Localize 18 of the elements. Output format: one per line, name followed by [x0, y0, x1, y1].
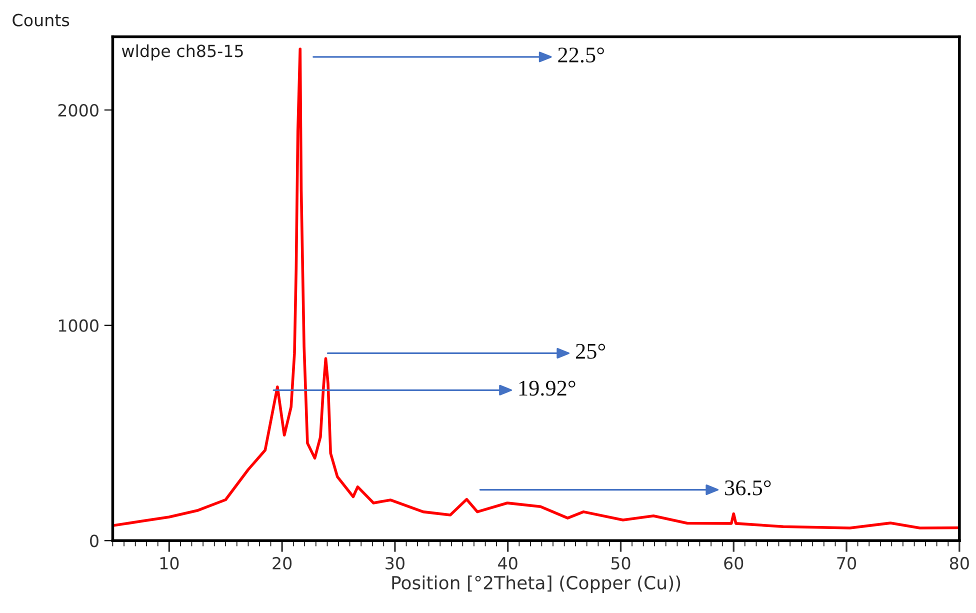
x-tick-label: 60 — [724, 556, 744, 570]
annotation: 36.5° — [725, 480, 771, 496]
x-tick-label: 30 — [386, 556, 404, 570]
x-tick-label: 10 — [160, 556, 179, 570]
x-axis-title: Position [°2Theta] (Copper (Cu)) — [392, 576, 680, 594]
y-tick-label: 2000 — [58, 104, 98, 117]
annotation: 25° — [576, 344, 606, 359]
y-axis-title: Counts — [12, 14, 70, 26]
x-tick-label: 40 — [498, 556, 518, 570]
x-tick-label: 20 — [272, 556, 292, 570]
y-tick-label: 0 — [90, 534, 98, 548]
y-tick-label: 1000 — [58, 319, 98, 332]
annotation: 22.5° — [558, 48, 604, 63]
x-tick-label: 50 — [611, 556, 630, 570]
annotation: 19.92° — [519, 380, 576, 396]
x-tick-label: 70 — [837, 556, 856, 570]
annotation: wldpe ch85-15 — [122, 44, 243, 60]
x-tick-label: 80 — [950, 556, 969, 570]
